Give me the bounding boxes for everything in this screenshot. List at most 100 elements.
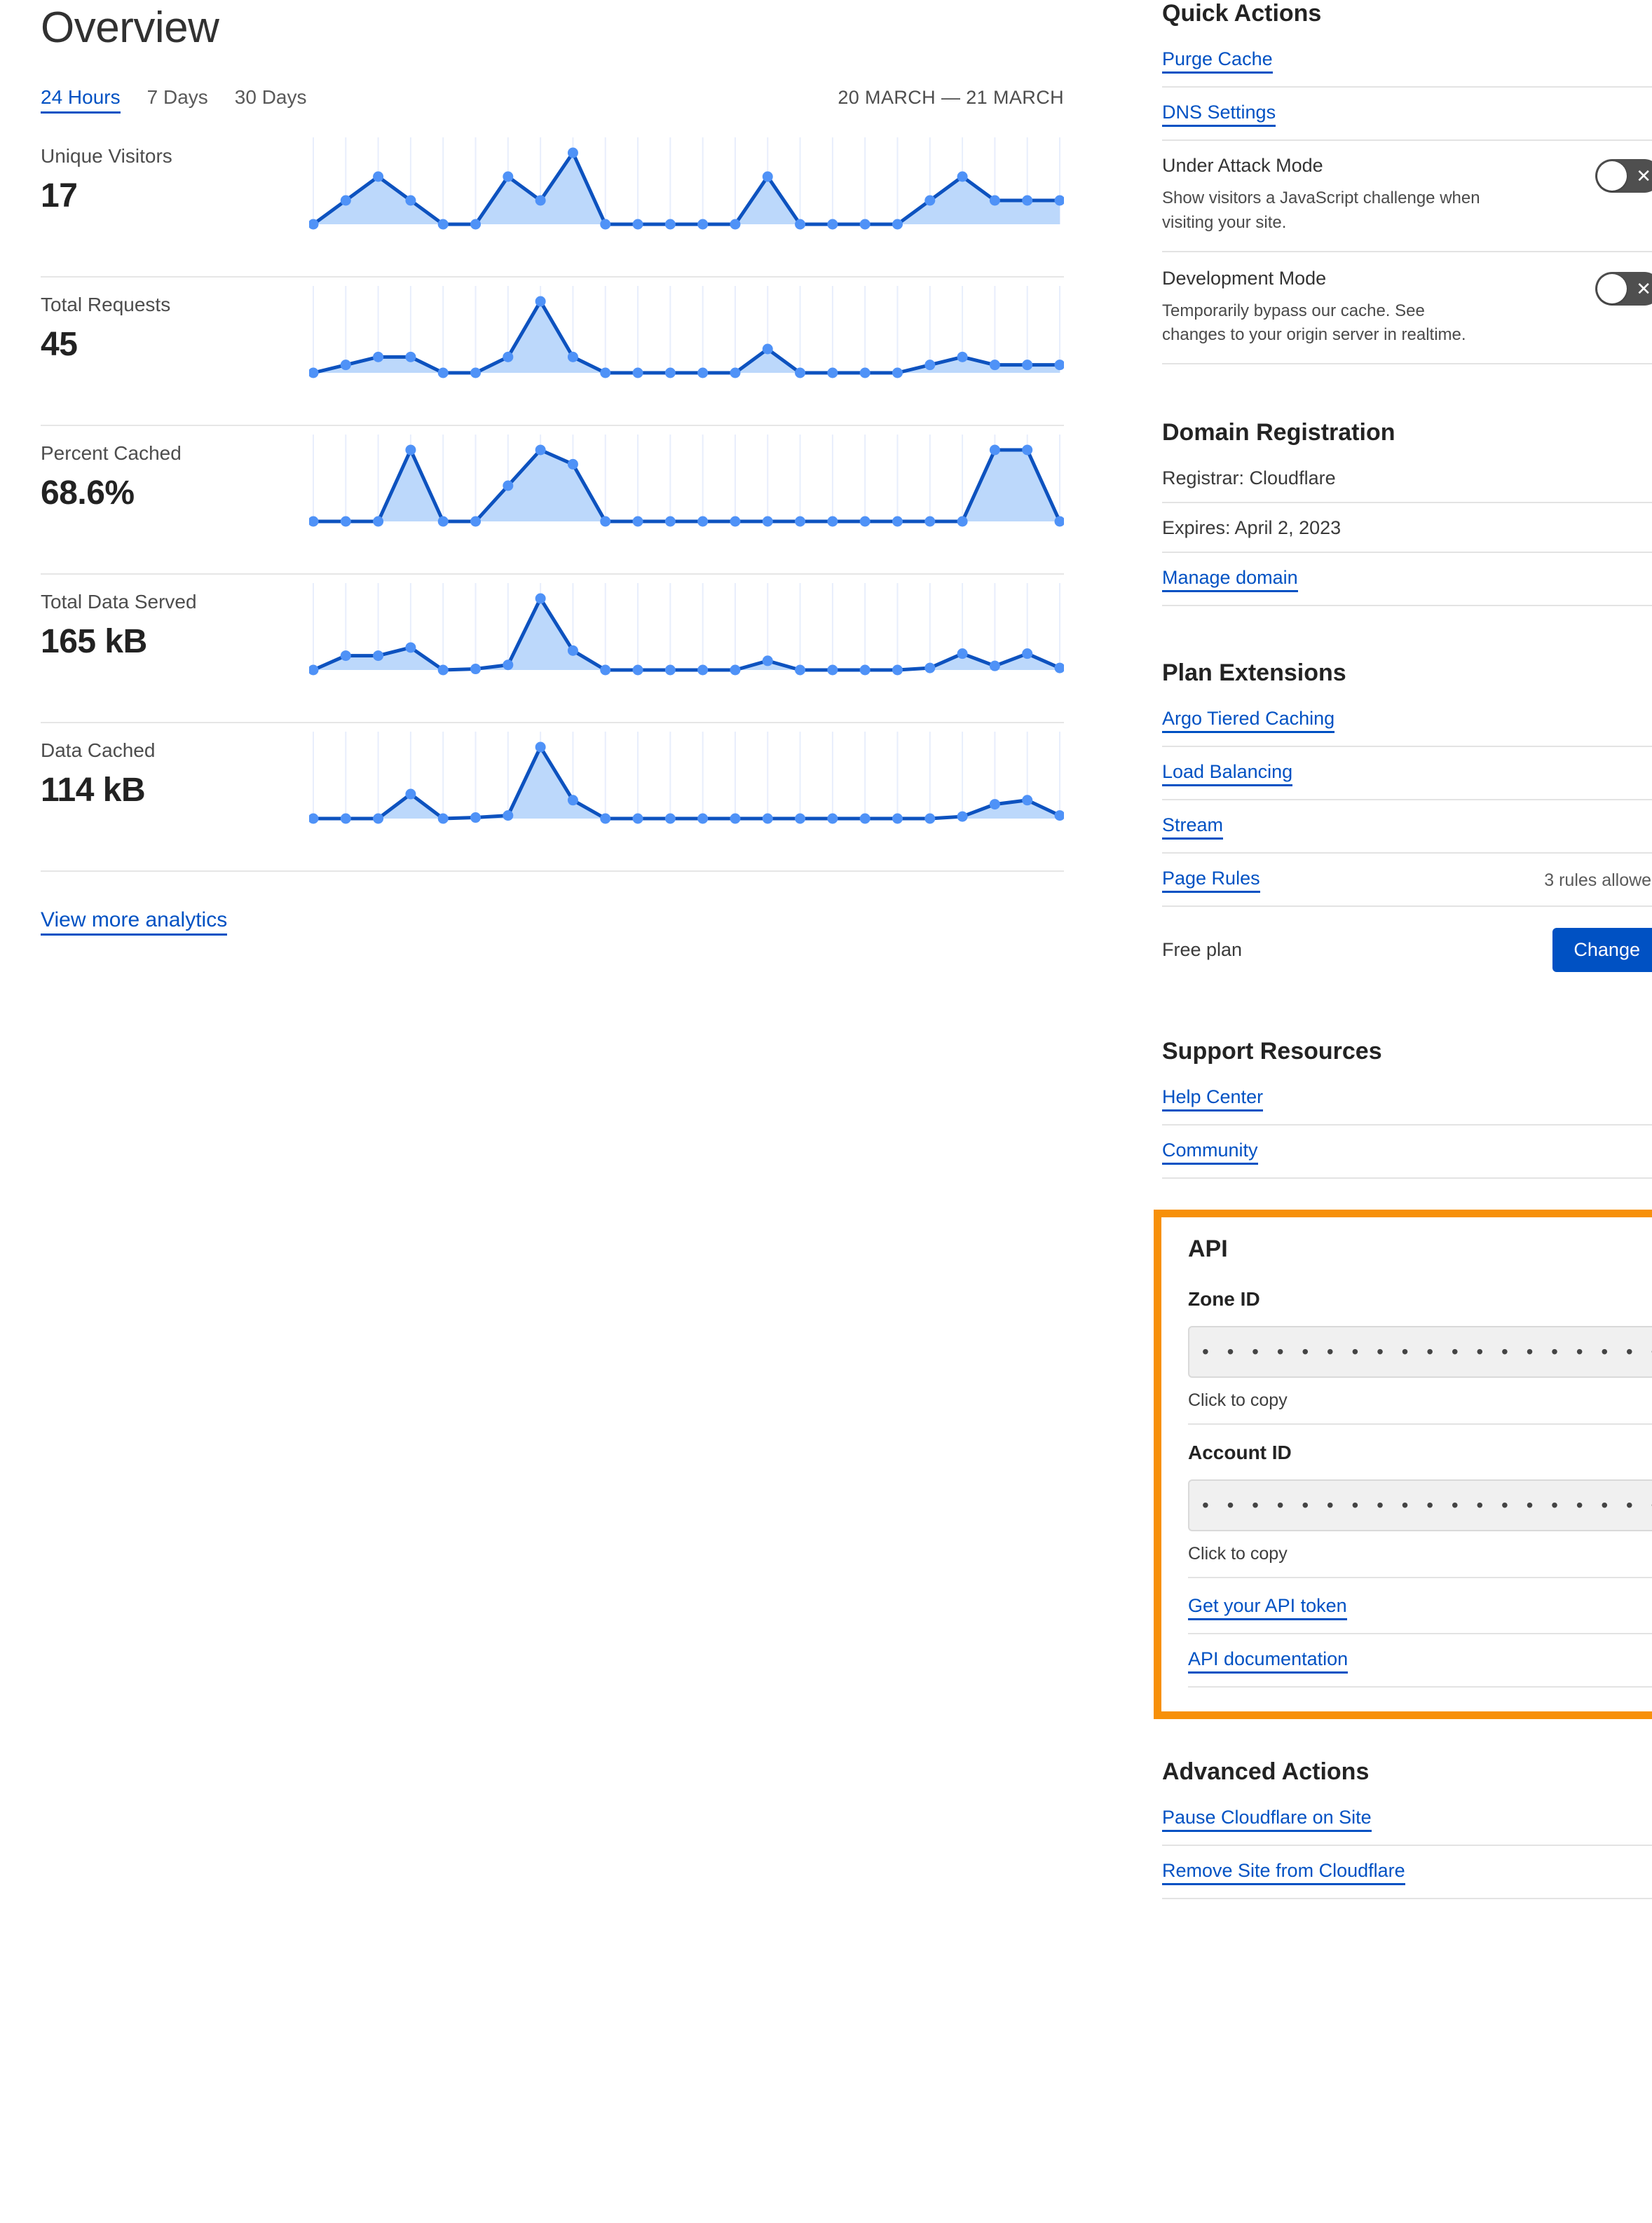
sparkline-total-requests: [309, 278, 1064, 390]
metric-info: Unique Visitors 17: [41, 129, 309, 215]
under-attack-mode-texts: Under Attack Mode Show visitors a JavaSc…: [1162, 155, 1595, 235]
account-id-label: Account ID: [1188, 1442, 1292, 1464]
remove-site-from-cloudflare-link[interactable]: Remove Site from Cloudflare: [1162, 1860, 1405, 1886]
remove-site-row: Remove Site from Cloudflare: [1162, 1860, 1652, 1900]
manage-domain-row: Manage domain: [1162, 567, 1652, 607]
metric-info: Total Requests 45: [41, 278, 309, 364]
domain-registration-title: Domain Registration: [1162, 419, 1395, 446]
account-id-field[interactable]: • • • • • • • • • • • • • • • • • • • • …: [1188, 1479, 1652, 1532]
advanced-actions-panel: Advanced Actions Pause Cloudflare on Sit…: [1162, 1758, 1652, 1900]
metrics-list: Unique Visitors 17 Total Requests 45 Per…: [41, 129, 1064, 872]
quick-actions-panel: Quick Actions Purge Cache DNS Settings U…: [1162, 0, 1652, 365]
stream-row: Stream: [1162, 814, 1652, 854]
quick-action-purge-cache-row: Purge Cache: [1162, 48, 1652, 88]
dns-settings-link[interactable]: DNS Settings: [1162, 102, 1276, 127]
development-mode-description: Temporarily bypass our cache. See change…: [1162, 301, 1466, 345]
zone-id-copy-hint: Click to copy: [1188, 1390, 1652, 1425]
view-more-analytics-link[interactable]: View more analytics: [41, 908, 228, 936]
metric-label: Unique Visitors: [41, 145, 172, 167]
sparkline-data-cached: [309, 723, 1064, 835]
metric-info: Percent Cached 68.6%: [41, 426, 309, 512]
spacer: [1120, 999, 1652, 1038]
metric-label: Data Cached: [41, 739, 156, 761]
stream-link[interactable]: Stream: [1162, 814, 1224, 840]
help-center-row: Help Center: [1162, 1086, 1652, 1126]
spacer: [1120, 620, 1652, 659]
close-icon: ✕: [1636, 278, 1651, 299]
metric-value: 17: [41, 177, 78, 214]
account-id-copy-hint: Click to copy: [1188, 1544, 1652, 1579]
metric-row: Total Data Served 165 kB: [41, 575, 1064, 723]
expires-value: Expires: April 2, 2023: [1162, 517, 1342, 539]
plan-extensions-panel: Plan Extensions Argo Tiered Caching Load…: [1162, 659, 1652, 985]
change-plan-button[interactable]: Change: [1552, 928, 1652, 973]
under-attack-mode-toggle[interactable]: ✕: [1595, 159, 1652, 193]
timerange-tab-24h[interactable]: 24 Hours: [41, 86, 121, 114]
plan-row: Free plan Change: [1162, 921, 1652, 985]
under-attack-mode-row: Under Attack Mode Show visitors a JavaSc…: [1162, 155, 1652, 252]
zone-id-field[interactable]: • • • • • • • • • • • • • • • • • • • • …: [1188, 1326, 1652, 1379]
expires-row: Expires: April 2, 2023: [1162, 517, 1652, 554]
quick-actions-title: Quick Actions: [1162, 0, 1322, 27]
overview-page: Overview 24 Hours 7 Days 30 Days 20 MARC…: [41, 0, 1652, 1913]
development-mode-toggle[interactable]: ✕: [1595, 271, 1652, 306]
account-id-masked-value: • • • • • • • • • • • • • • • • • • • • …: [1202, 1494, 1652, 1517]
page-rules-row: Page Rules 3 rules allowed: [1162, 868, 1652, 908]
metric-label: Total Requests: [41, 294, 171, 315]
support-resources-panel: Support Resources Help Center Community: [1162, 1038, 1652, 1179]
analytics-column: Overview 24 Hours 7 Days 30 Days 20 MARC…: [41, 4, 1093, 936]
timerange-tab-7d[interactable]: 7 Days: [146, 86, 208, 108]
timerange-tab-30d[interactable]: 30 Days: [234, 86, 307, 108]
purge-cache-link[interactable]: Purge Cache: [1162, 48, 1273, 74]
plan-extensions-title: Plan Extensions: [1162, 659, 1346, 687]
api-documentation-link[interactable]: API documentation: [1188, 1648, 1349, 1674]
development-mode-row: Development Mode Temporarily bypass our …: [1162, 268, 1652, 365]
pause-cloudflare-row: Pause Cloudflare on Site: [1162, 1807, 1652, 1847]
toggle-knob: [1597, 273, 1627, 303]
manage-domain-link[interactable]: Manage domain: [1162, 567, 1298, 593]
plan-name: Free plan: [1162, 939, 1243, 961]
api-documentation-row: API documentation: [1188, 1648, 1652, 1688]
metric-row: Total Requests 45: [41, 278, 1064, 426]
spacer: [1120, 1719, 1652, 1758]
metric-row: Unique Visitors 17: [41, 129, 1064, 278]
load-balancing-link[interactable]: Load Balancing: [1162, 761, 1293, 787]
metric-info: Data Cached 114 kB: [41, 723, 309, 809]
under-attack-mode-description: Show visitors a JavaScript challenge whe…: [1162, 189, 1480, 232]
api-title: API: [1188, 1236, 1228, 1263]
support-resources-title: Support Resources: [1162, 1038, 1382, 1065]
zone-id-label: Zone ID: [1188, 1288, 1260, 1311]
api-panel: API Zone ID • • • • • • • • • • • • • • …: [1188, 1236, 1652, 1688]
timerange-bar: 24 Hours 7 Days 30 Days 20 MARCH — 21 MA…: [41, 86, 1064, 114]
api-token-row: Get your API token: [1188, 1595, 1652, 1635]
metric-value: 114 kB: [41, 771, 146, 809]
development-mode-texts: Development Mode Temporarily bypass our …: [1162, 268, 1595, 348]
metric-label: Percent Cached: [41, 442, 182, 464]
load-balancing-row: Load Balancing: [1162, 761, 1652, 801]
pause-cloudflare-on-site-link[interactable]: Pause Cloudflare on Site: [1162, 1807, 1372, 1833]
development-mode-label: Development Mode: [1162, 267, 1327, 289]
page-title: Overview: [41, 4, 219, 52]
page-rules-allowance: 3 rules allowed: [1544, 870, 1652, 890]
get-api-token-link[interactable]: Get your API token: [1188, 1595, 1347, 1621]
sparkline-total-data-served: [309, 575, 1064, 687]
page-rules-link[interactable]: Page Rules: [1162, 868, 1260, 894]
sparkline-unique-visitors: [309, 129, 1064, 241]
sidebar-column: Quick Actions Purge Cache DNS Settings U…: [1093, 0, 1652, 1913]
domain-registration-panel: Domain Registration Registrar: Cloudflar…: [1162, 419, 1652, 607]
registrar-value: Registrar: Cloudflare: [1162, 467, 1336, 489]
view-more-wrap: View more analytics: [41, 908, 1093, 936]
metric-value: 68.6%: [41, 474, 135, 512]
metric-label: Total Data Served: [41, 591, 197, 613]
community-link[interactable]: Community: [1162, 1140, 1258, 1165]
help-center-link[interactable]: Help Center: [1162, 1086, 1264, 1112]
zone-id-masked-value: • • • • • • • • • • • • • • • • • • • • …: [1202, 1341, 1652, 1363]
timerange-dates: 20 MARCH — 21 MARCH: [838, 87, 1064, 108]
advanced-actions-title: Advanced Actions: [1162, 1758, 1370, 1786]
community-row: Community: [1162, 1140, 1652, 1179]
metric-row: Data Cached 114 kB: [41, 723, 1064, 872]
registrar-row: Registrar: Cloudflare: [1162, 467, 1652, 504]
spacer: [1120, 380, 1652, 419]
argo-tiered-caching-link[interactable]: Argo Tiered Caching: [1162, 708, 1335, 734]
quick-action-dns-settings-row: DNS Settings: [1162, 102, 1652, 141]
